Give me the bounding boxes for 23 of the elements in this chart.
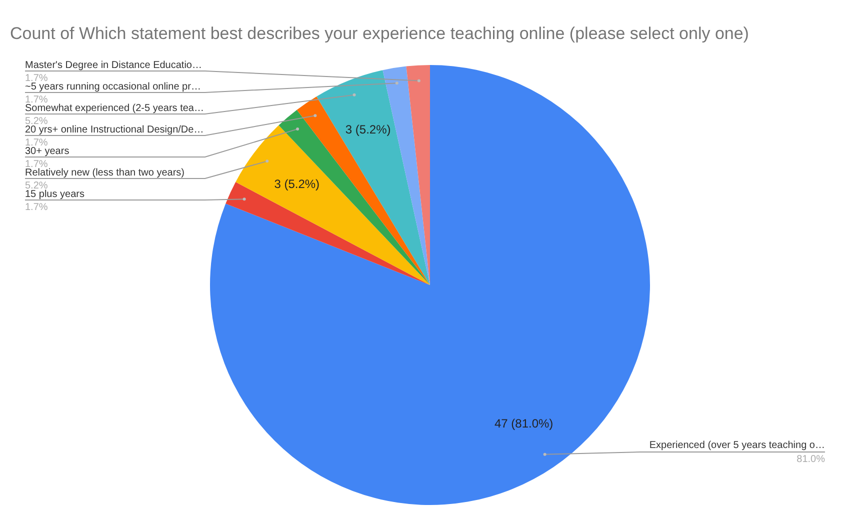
slice-label: 20 yrs+ online Instructional Design/De… [25,124,204,136]
text: 1.7% [25,202,48,213]
text: 1.7% [25,73,48,84]
slice-label: Somewhat experienced (2-5 years tea… [25,103,204,114]
text: 81.0% [796,454,826,465]
data-label: 3 (5.2%) [345,122,391,137]
text: 5.2% [25,116,48,127]
data-label: 3 (5.2%) [274,176,320,191]
text: 1.7% [25,138,48,148]
text: 1.7% [25,94,48,106]
slice-label: Experienced (over 5 years teaching o… [649,440,825,451]
pie-slice [210,65,650,505]
chart-title: Count of Which statement best describes your experience teaching online (please select only one) [10,24,749,44]
pie-slice [236,125,430,285]
slice-label: ~5 years running occasional online pr… [25,82,201,92]
data-label: 47 (81.0%) [494,416,554,430]
slice-label: Master's Degree in Distance Educatio… [25,60,202,71]
text: 5.2% [25,180,48,192]
slice-label: Relatively new (less than two years) [25,168,185,178]
slice-label: 30+ years [25,146,70,157]
pie-slice [278,110,430,285]
slice-label: 15 plus years [25,189,84,200]
pie-slice [406,65,430,285]
